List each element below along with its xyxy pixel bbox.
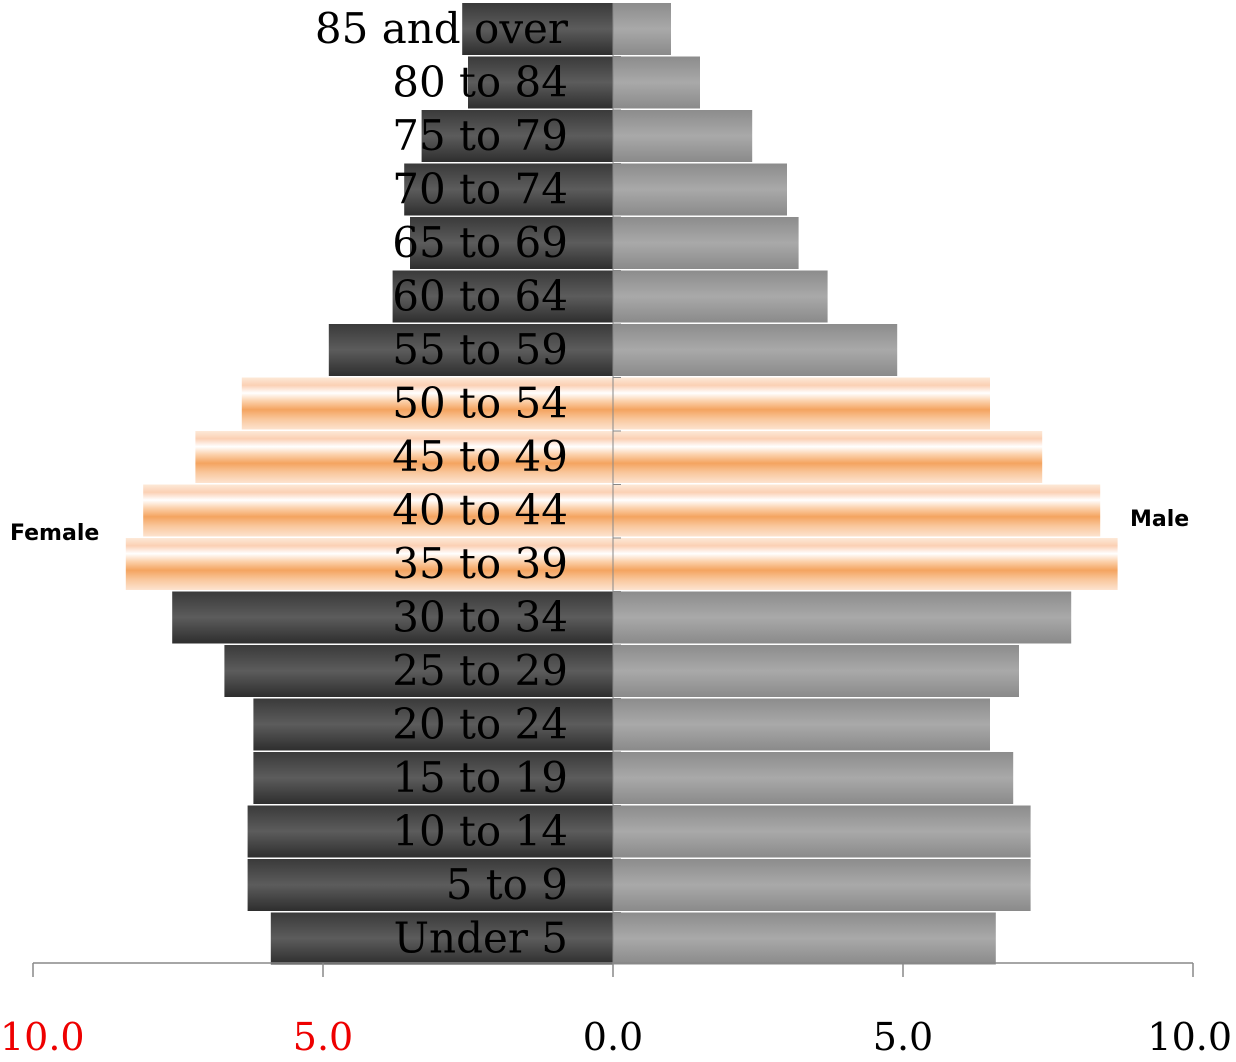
age-label-75-to-79: 75 to 79 — [392, 111, 568, 160]
age-label-15-to-19: 15 to 19 — [392, 753, 568, 802]
female-bar-55-to-59 — [328, 324, 613, 376]
male-bar-25-to-29 — [613, 645, 1019, 697]
female-bar-30-to-34 — [172, 591, 613, 644]
age-label-45-to-49: 45 to 49 — [392, 432, 568, 481]
female-bar-50-to-54 — [241, 377, 614, 430]
female-bar-75-to-79 — [421, 110, 613, 162]
age-label-5-to-9: 5 to 9 — [446, 860, 568, 909]
x-tick-label: 0.0 — [583, 1015, 643, 1059]
x-tick-label: 5.0 — [873, 1015, 933, 1059]
female-bar-5-to-9 — [247, 859, 613, 911]
female-bar-45-to-49 — [195, 431, 613, 483]
female-bar-85-and-over — [462, 3, 613, 55]
male-bar-40-to-44 — [613, 484, 1101, 537]
age-label-70-to-74: 70 to 74 — [392, 165, 568, 214]
age-label-20-to-24: 20 to 24 — [392, 700, 568, 749]
age-label-55-to-59: 55 to 59 — [392, 325, 568, 374]
male-bar-50-to-54 — [613, 377, 990, 430]
female-bar-20-to-24 — [253, 698, 613, 751]
male-bar-60-to-64 — [613, 270, 828, 323]
male-bar-55-to-59 — [613, 324, 898, 376]
female-bar-80-to-84 — [468, 56, 613, 109]
female-bar-70-to-74 — [404, 163, 613, 216]
male-label: Male — [1130, 507, 1189, 532]
bars-layer — [125, 3, 1118, 965]
male-bar-75-to-79 — [613, 110, 753, 162]
female-bar-15-to-19 — [253, 752, 613, 804]
male-bar-5-to-9 — [613, 859, 1031, 911]
age-label-85-and-over: 85 and over — [315, 4, 569, 53]
age-label-50-to-54: 50 to 54 — [392, 379, 568, 428]
male-bar-30-to-34 — [613, 591, 1072, 644]
male-bar-15-to-19 — [613, 752, 1014, 804]
female-bar-65-to-69 — [410, 217, 613, 269]
male-bar-10-to-14 — [613, 805, 1031, 858]
x-tick-label: 10.0 — [1147, 1015, 1232, 1059]
female-bar-under-5 — [270, 912, 613, 965]
male-bar-70-to-74 — [613, 163, 787, 216]
x-tick-label: 10.0 — [0, 1015, 85, 1059]
male-bar-20-to-24 — [613, 698, 990, 751]
female-bar-60-to-64 — [392, 270, 613, 323]
male-bar-85-and-over — [613, 3, 671, 55]
x-tick-label: 5.0 — [293, 1015, 353, 1059]
age-label-30-to-34: 30 to 34 — [392, 593, 568, 642]
age-label-25-to-29: 25 to 29 — [392, 646, 568, 695]
age-label-35-to-39: 35 to 39 — [392, 539, 568, 588]
male-bar-80-to-84 — [613, 56, 700, 109]
age-label-under-5: Under 5 — [394, 914, 568, 963]
female-bar-25-to-29 — [224, 645, 613, 697]
age-label-10-to-14: 10 to 14 — [392, 807, 568, 856]
x-axis: 10.0 5.0 0.0 5.0 10.0 — [0, 3, 1232, 1059]
male-bar-under-5 — [613, 912, 996, 965]
female-label: Female — [10, 521, 99, 546]
female-bar-10-to-14 — [247, 805, 613, 858]
male-bar-45-to-49 — [613, 431, 1043, 483]
male-bar-65-to-69 — [613, 217, 799, 269]
male-bar-35-to-39 — [613, 538, 1118, 590]
age-label-65-to-69: 65 to 69 — [392, 218, 568, 267]
female-bar-35-to-39 — [125, 538, 614, 590]
age-label-40-to-44: 40 to 44 — [392, 486, 568, 535]
age-label-60-to-64: 60 to 64 — [392, 272, 568, 321]
female-bar-40-to-44 — [143, 484, 613, 537]
age-label-80-to-84: 80 to 84 — [392, 58, 568, 107]
